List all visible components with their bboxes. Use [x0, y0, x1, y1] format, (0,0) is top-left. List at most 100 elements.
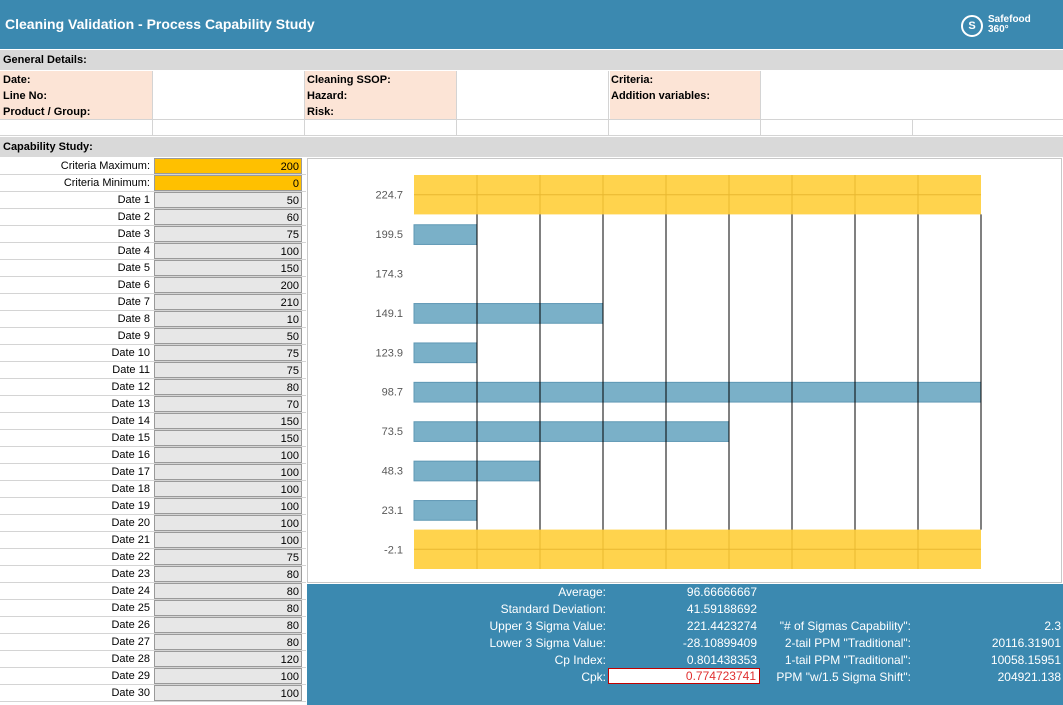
histogram-bar [413, 224, 478, 245]
lower-3-sigma-label: Lower 3 Sigma Value: [489, 636, 606, 650]
row-label: Date 22 [111, 551, 150, 563]
row-value-cell[interactable]: 10 [154, 311, 302, 327]
risk-label: Risk: [307, 106, 334, 118]
table-row: Date 29 100 [0, 668, 306, 685]
table-row: Date 21 100 [0, 532, 306, 549]
row-label: Date 3 [117, 228, 150, 240]
row-value-cell[interactable]: 100 [154, 464, 302, 480]
cpk-value[interactable]: 0.774723741 [608, 668, 760, 684]
row-value-cell[interactable]: 50 [154, 192, 302, 208]
table-row: Date 3 75 [0, 226, 306, 243]
row-value-cell[interactable]: 80 [154, 379, 302, 395]
row-label: Date 11 [112, 364, 150, 376]
row-value-cell[interactable]: 0 [154, 175, 302, 191]
table-row: Date 26 80 [0, 617, 306, 634]
table-row: Date 9 50 [0, 328, 306, 345]
row-value-cell[interactable]: 150 [154, 413, 302, 429]
cpk-label: Cpk: [581, 670, 606, 684]
table-row: Date 28 120 [0, 651, 306, 668]
table-row: Date 23 80 [0, 566, 306, 583]
row-value-cell[interactable]: 80 [154, 583, 302, 599]
row-value-cell[interactable]: 100 [154, 685, 302, 701]
row-value-cell[interactable]: 100 [154, 532, 302, 548]
product-group-field[interactable] [153, 103, 304, 119]
row-value-cell[interactable]: 100 [154, 498, 302, 514]
ppm-sigma-shift-label: PPM "w/1.5 Sigma Shift": [776, 670, 911, 684]
row-value-cell[interactable]: 80 [154, 600, 302, 616]
row-label: Date 5 [117, 262, 150, 274]
table-row: Date 17 100 [0, 464, 306, 481]
row-label: Date 4 [117, 245, 150, 257]
ppm-1-tail-value: 10058.15951 [990, 653, 1061, 667]
line-no-field[interactable] [153, 87, 304, 103]
histogram-bar [413, 500, 478, 521]
row-value-cell[interactable]: 200 [154, 277, 302, 293]
lower-3-sigma-value: -28.10899409 [682, 636, 757, 650]
table-row: Date 16 100 [0, 447, 306, 464]
title-bar: Cleaning Validation - Process Capability… [0, 0, 1063, 49]
row-value-cell[interactable]: 100 [154, 447, 302, 463]
row-value-cell[interactable]: 80 [154, 617, 302, 633]
std-dev-label: Standard Deviation: [500, 602, 606, 616]
row-value-cell[interactable]: 80 [154, 566, 302, 582]
average-value: 96.66666667 [686, 585, 757, 599]
table-row: Date 30 100 [0, 685, 306, 702]
page-title: Cleaning Validation - Process Capability… [5, 16, 315, 32]
row-value-cell[interactable]: 150 [154, 260, 302, 276]
gridline [304, 71, 305, 135]
row-label: Date 29 [111, 670, 150, 682]
y-tick-label: 73.5 [382, 426, 403, 438]
row-label: Date 16 [111, 449, 150, 461]
row-label: Date 9 [117, 330, 150, 342]
gridline [0, 135, 1063, 136]
row-value-cell[interactable]: 200 [154, 158, 302, 174]
ppm-2-tail-value: 20116.31901 [991, 636, 1061, 650]
addition-variables-field[interactable] [762, 87, 1062, 119]
row-value-cell[interactable]: 100 [154, 243, 302, 259]
statistics-panel: Average: 96.66666667 Standard Deviation:… [307, 584, 1063, 705]
row-label: Date 1 [117, 194, 150, 206]
table-row: Date 2 60 [0, 209, 306, 226]
row-label: Date 17 [111, 466, 150, 478]
histogram-bar [413, 303, 604, 324]
row-value-cell[interactable]: 150 [154, 430, 302, 446]
date-field[interactable] [153, 71, 304, 87]
table-row: Date 11 75 [0, 362, 306, 379]
row-value-cell[interactable]: 100 [154, 515, 302, 531]
y-tick-label: 224.7 [375, 190, 403, 202]
row-value-cell[interactable]: 75 [154, 362, 302, 378]
row-value-cell[interactable]: 70 [154, 396, 302, 412]
table-row: Criteria Maximum: 200 [0, 158, 306, 175]
criteria-field[interactable] [762, 71, 1062, 87]
row-label: Date 12 [111, 381, 150, 393]
std-dev-value: 41.59188692 [686, 602, 757, 616]
row-value-cell[interactable]: 120 [154, 651, 302, 667]
row-value-cell[interactable]: 100 [154, 481, 302, 497]
row-value-cell[interactable]: 210 [154, 294, 302, 310]
cp-index-value: 0.801438353 [686, 653, 757, 667]
table-row: Criteria Minimum: 0 [0, 175, 306, 192]
row-value-cell[interactable]: 75 [154, 345, 302, 361]
y-tick-label: 98.7 [382, 387, 403, 399]
row-value-cell[interactable]: 75 [154, 549, 302, 565]
safefood-logo: S Safefood 360° [961, 13, 1051, 39]
y-tick-label: 48.3 [382, 466, 403, 478]
row-value-cell[interactable]: 60 [154, 209, 302, 225]
cleaning-ssop-field[interactable] [458, 71, 609, 87]
hazard-field[interactable] [458, 87, 609, 103]
product-group-label: Product / Group: [3, 106, 91, 118]
table-row: Date 12 80 [0, 379, 306, 396]
y-tick-label: 199.5 [375, 229, 403, 241]
row-value-cell[interactable]: 50 [154, 328, 302, 344]
hazard-label: Hazard: [307, 90, 348, 102]
row-label: Date 21 [111, 534, 150, 546]
gridline [456, 71, 457, 135]
line-no-label: Line No: [3, 90, 47, 102]
row-value-cell[interactable]: 80 [154, 634, 302, 650]
row-value-cell[interactable]: 100 [154, 668, 302, 684]
risk-field[interactable] [458, 103, 609, 119]
row-value-cell[interactable]: 75 [154, 226, 302, 242]
row-label: Date 18 [111, 483, 150, 495]
capability-study-section: Capability Study: [0, 137, 1063, 157]
table-row: Date 22 75 [0, 549, 306, 566]
